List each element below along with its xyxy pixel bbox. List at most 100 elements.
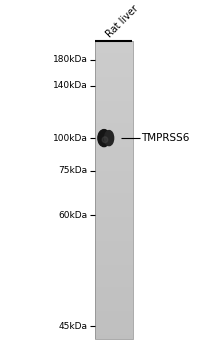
Bar — [95, 167, 133, 168]
Bar — [95, 334, 133, 335]
Bar — [95, 205, 133, 207]
Text: TMPRSS6: TMPRSS6 — [141, 133, 190, 143]
Bar — [95, 217, 133, 219]
Bar — [95, 216, 133, 217]
Bar — [95, 65, 133, 67]
Bar — [95, 296, 133, 298]
Bar — [95, 77, 133, 79]
Bar — [95, 42, 133, 43]
Bar — [95, 338, 133, 339]
Bar — [95, 68, 133, 70]
Bar — [95, 119, 133, 120]
Bar — [95, 234, 133, 235]
Bar — [95, 149, 133, 150]
Bar — [95, 143, 133, 144]
Bar — [95, 286, 133, 287]
Bar — [95, 92, 133, 94]
Bar — [95, 283, 133, 284]
Bar — [95, 274, 133, 275]
Bar — [95, 110, 133, 112]
Bar — [95, 159, 133, 161]
Bar — [95, 132, 133, 134]
Bar — [95, 316, 133, 317]
Bar — [95, 241, 133, 243]
Bar — [95, 287, 133, 289]
Bar — [95, 295, 133, 296]
Bar — [95, 308, 133, 310]
Bar — [95, 265, 133, 266]
Bar — [95, 120, 133, 122]
Bar — [95, 260, 133, 262]
Bar — [95, 213, 133, 214]
Bar — [95, 219, 133, 220]
Bar — [95, 190, 133, 192]
Bar — [95, 49, 133, 50]
Bar — [95, 62, 133, 64]
Bar — [95, 153, 133, 155]
Bar — [95, 202, 133, 204]
Bar — [95, 74, 133, 76]
Bar — [95, 328, 133, 329]
Bar — [95, 326, 133, 328]
Bar — [95, 317, 133, 318]
Bar — [95, 184, 133, 186]
Bar — [95, 67, 133, 68]
Bar — [95, 211, 133, 213]
Bar — [95, 301, 133, 302]
Bar — [95, 281, 133, 283]
Bar — [95, 335, 133, 336]
Bar — [95, 198, 133, 200]
Bar — [95, 194, 133, 195]
Bar — [95, 199, 133, 201]
Bar — [95, 207, 133, 208]
Bar — [95, 176, 133, 177]
Bar — [95, 177, 133, 178]
Bar — [95, 252, 133, 253]
Bar — [95, 256, 133, 258]
Bar — [95, 55, 133, 56]
Bar — [95, 192, 133, 194]
Bar — [95, 243, 133, 244]
Bar — [95, 147, 133, 149]
Bar — [95, 232, 133, 234]
Bar — [95, 82, 133, 83]
Bar — [95, 332, 133, 334]
Bar — [95, 268, 133, 270]
Bar — [95, 182, 133, 183]
Bar — [95, 271, 133, 272]
Bar — [95, 116, 133, 118]
Bar — [95, 248, 133, 250]
Bar — [95, 64, 133, 65]
Bar — [95, 310, 133, 311]
Bar — [95, 277, 133, 278]
Bar — [95, 170, 133, 171]
Bar — [95, 307, 133, 308]
Bar — [95, 235, 133, 237]
Bar — [95, 171, 133, 173]
Bar — [95, 189, 133, 190]
Bar — [95, 101, 133, 103]
Bar — [95, 97, 133, 98]
Bar — [95, 71, 133, 73]
Bar — [95, 292, 133, 293]
Bar — [95, 125, 133, 126]
Bar — [95, 54, 133, 55]
Bar — [95, 168, 133, 170]
Bar — [95, 289, 133, 290]
Bar — [95, 322, 133, 323]
Bar — [95, 56, 133, 58]
Bar — [95, 231, 133, 232]
Bar — [95, 44, 133, 46]
Bar — [95, 42, 133, 339]
Bar — [95, 144, 133, 146]
Bar — [95, 162, 133, 164]
Bar — [95, 124, 133, 125]
Bar — [95, 225, 133, 226]
Bar — [95, 164, 133, 165]
Bar — [95, 299, 133, 301]
Bar — [95, 95, 133, 97]
Bar — [95, 320, 133, 322]
Bar — [95, 165, 133, 167]
Bar — [95, 237, 133, 238]
Bar — [95, 302, 133, 304]
